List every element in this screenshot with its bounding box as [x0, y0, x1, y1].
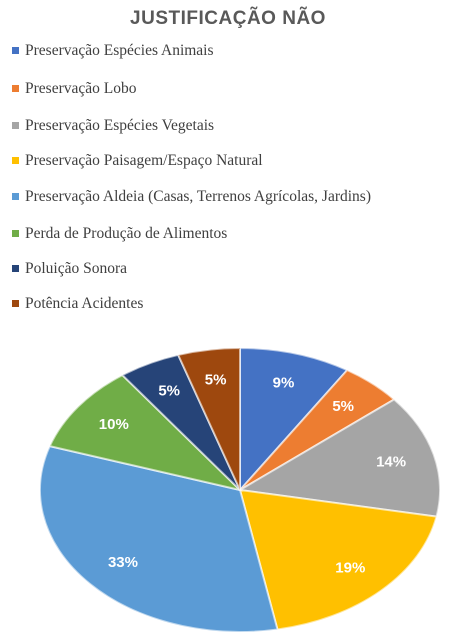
data-label: 19% — [335, 559, 365, 576]
legend-swatch — [12, 122, 19, 129]
legend-label: Preservação Aldeia (Casas, Terrenos Agrí… — [25, 188, 371, 205]
legend-label: Preservação Paisagem/Espaço Natural — [25, 152, 263, 169]
data-label: 5% — [158, 382, 180, 399]
data-label: 5% — [205, 372, 227, 389]
pie-slice — [236, 398, 441, 518]
legend-swatch — [12, 193, 19, 200]
legend-swatch — [12, 230, 19, 237]
legend-item: Preservação Espécies Animais — [12, 42, 452, 59]
legend-swatch — [12, 157, 19, 164]
legend-item: Poluição Sonora — [12, 260, 452, 277]
legend-swatch — [12, 265, 19, 272]
legend-label: Perda de Produção de Alimentos — [25, 225, 228, 242]
legend-item: Preservação Espécies Vegetais — [12, 117, 452, 134]
legend-swatch — [12, 85, 19, 92]
legend-item: Preservação Aldeia (Casas, Terrenos Agrí… — [12, 188, 452, 205]
pie-slice — [238, 488, 438, 631]
data-label: 33% — [108, 554, 138, 571]
legend-label: Potência Acidentes — [25, 295, 144, 312]
legend-label: Preservação Espécies Vegetais — [25, 117, 215, 134]
legend-label: Poluição Sonora — [25, 260, 128, 277]
data-label: 14% — [376, 453, 406, 470]
legend-label: Preservação Lobo — [25, 80, 137, 97]
data-label: 5% — [332, 398, 354, 415]
data-label: 10% — [99, 416, 129, 433]
legend-item: Potência Acidentes — [12, 295, 452, 312]
legend-swatch — [12, 47, 19, 54]
legend-item: Preservação Paisagem/Espaço Natural — [12, 152, 452, 169]
legend-label: Preservação Espécies Animais — [25, 42, 214, 59]
pie-slice — [39, 444, 279, 633]
pie-slice — [48, 373, 244, 492]
legend-swatch — [12, 300, 19, 307]
data-label: 9% — [273, 375, 295, 392]
legend-item: Perda de Produção de Alimentos — [12, 225, 452, 242]
chart-title: JUSTIFICAÇÃO NÃO — [130, 8, 326, 29]
pie-slice — [176, 346, 241, 491]
pie-slice — [239, 346, 349, 493]
legend-item: Preservação Lobo — [12, 80, 452, 97]
